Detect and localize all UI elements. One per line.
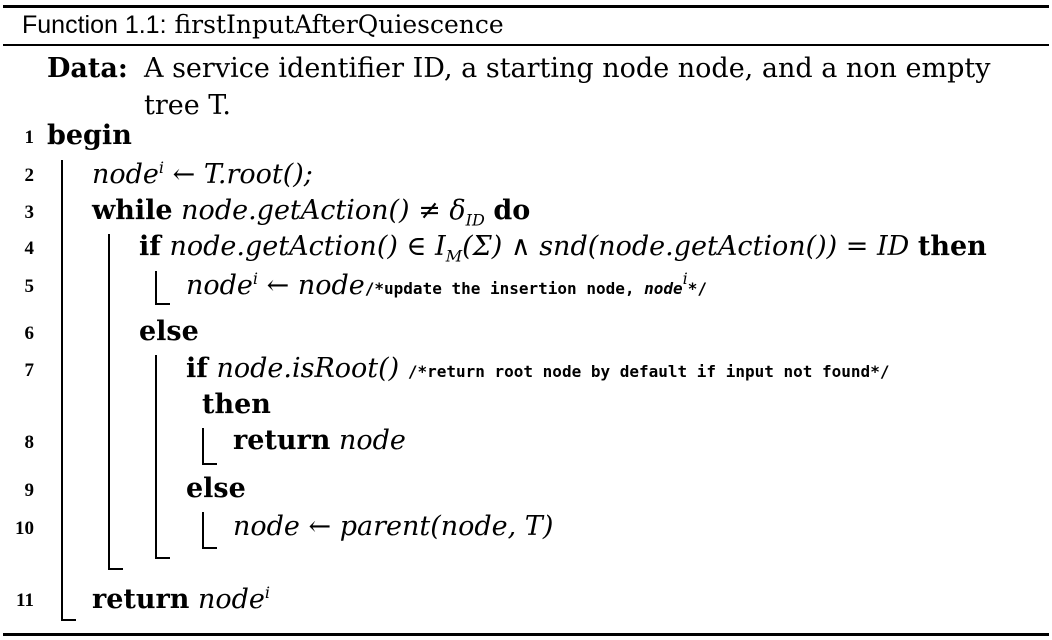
code-line-2: nodei ← T.root(); (92, 158, 313, 190)
line-number-2: 2 (24, 165, 35, 186)
comment-superscript: i (682, 269, 688, 288)
if-condition-b: (Σ) ∧ snd(node.getAction()) = ID (462, 231, 910, 262)
line-number-11: 11 (16, 590, 34, 611)
code-line-6: else (139, 316, 199, 347)
code-line-8: return node (233, 425, 406, 456)
var-node: node (186, 270, 253, 301)
inner-then-block-bar (202, 428, 204, 464)
code-line-1: begin (47, 120, 132, 151)
return-node: node (338, 425, 406, 456)
inner-else-block-bar (202, 512, 204, 548)
caption-function-name: firstInputAfterQuiescence (174, 10, 504, 39)
if-then-block-bar (155, 271, 157, 304)
line-number-8: 8 (24, 432, 35, 453)
subscript-m: M (445, 246, 463, 266)
code-line-5: nodei ← node/*update the insertion node,… (186, 269, 707, 301)
code-line-3: while node.getAction() ≠ δID do (92, 195, 530, 229)
while-condition: node.getAction() ≠ δ (181, 195, 466, 226)
if-then-block-end (155, 303, 170, 305)
line-number-4: 4 (24, 238, 35, 259)
caption-label: Function 1.1: (22, 11, 167, 39)
line-number-5: 5 (24, 276, 35, 297)
keyword-if: if (139, 231, 161, 262)
keyword-then: then (202, 389, 271, 420)
begin-block-end (61, 619, 76, 621)
data-block: Data: A service identifier ID, a startin… (47, 50, 990, 121)
keyword-return: return (233, 425, 331, 456)
keyword-begin: begin (47, 120, 132, 151)
assign-arrow: ← (164, 159, 204, 190)
line-number-6: 6 (24, 323, 35, 344)
line-number-7: 7 (24, 360, 35, 381)
subscript-id: ID (465, 210, 485, 230)
else-block-end (155, 557, 170, 559)
line-number-10: 10 (15, 518, 34, 539)
assign-parent: node ← parent(node, T) (233, 511, 554, 542)
inner-else-block-end (202, 547, 217, 549)
caption-rule (3, 44, 1049, 46)
var-node: node (92, 159, 159, 190)
keyword-else: else (139, 316, 199, 347)
superscript-i: i (264, 583, 271, 602)
var-node-rhs: node (297, 270, 365, 301)
code-line-10: node ← parent(node, T) (233, 511, 553, 542)
code-line-7: if node.isRoot() /*return root node by d… (186, 353, 889, 384)
code-line-11: return nodei (92, 583, 270, 615)
line-number-9: 9 (24, 480, 35, 501)
comment-return-root: /*return root node by default if input n… (407, 362, 890, 381)
if-condition-a: node.getAction() ∈ I (169, 231, 446, 262)
else-block-bar (155, 355, 157, 558)
data-description: A service identifier ID, a starting node… (144, 53, 991, 121)
keyword-then: then (917, 231, 987, 262)
while-block-bar (108, 234, 110, 569)
begin-block-bar (61, 160, 63, 620)
keyword-else: else (186, 473, 246, 504)
superscript-i: i (252, 269, 259, 288)
keyword-do: do (493, 195, 531, 226)
if-isroot-condition: node.isRoot() (216, 353, 400, 384)
return-node-i: node (197, 584, 265, 615)
top-rule (3, 5, 1049, 8)
line-number-3: 3 (24, 202, 35, 223)
comment-b: */ (687, 279, 708, 298)
keyword-if: if (186, 353, 208, 384)
code-line-7-cont: then (202, 389, 271, 420)
assign-arrow: ← (258, 270, 298, 301)
expr-root: T.root(); (203, 159, 313, 190)
comment-var: node (644, 279, 683, 298)
comment-a: /*update the insertion node, (364, 279, 645, 298)
superscript-i: i (158, 158, 165, 177)
bottom-rule (3, 633, 1049, 636)
line-number-1: 1 (24, 127, 35, 148)
function-caption: Function 1.1: firstInputAfterQuiescence (22, 10, 504, 40)
code-line-4: if node.getAction() ∈ IM(Σ) ∧ snd(node.g… (139, 231, 987, 265)
code-line-9: else (186, 473, 246, 504)
while-block-end (108, 568, 123, 570)
inner-then-block-end (202, 463, 217, 465)
data-keyword: Data: (47, 53, 128, 84)
keyword-while: while (92, 195, 173, 226)
keyword-return: return (92, 584, 190, 615)
